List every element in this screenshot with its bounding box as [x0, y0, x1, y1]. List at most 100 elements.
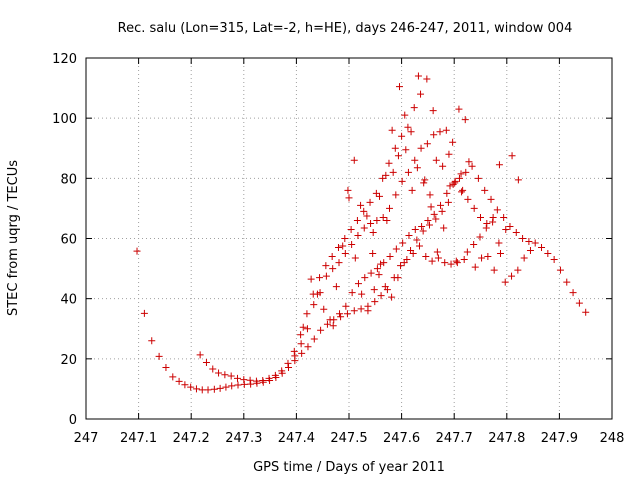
- data-point: [392, 245, 400, 253]
- data-point: [434, 254, 442, 262]
- data-point: [544, 250, 552, 258]
- x-tick-label: 247.6: [383, 431, 420, 446]
- data-point: [444, 198, 452, 206]
- data-point: [429, 107, 437, 115]
- data-point: [489, 218, 497, 226]
- data-point: [477, 213, 484, 221]
- data-point: [464, 195, 472, 203]
- data-points: [133, 72, 590, 394]
- data-point: [430, 210, 438, 218]
- data-point: [411, 156, 419, 164]
- data-point: [445, 150, 453, 158]
- data-point: [320, 305, 328, 313]
- data-point: [303, 325, 311, 333]
- data-point: [442, 126, 450, 134]
- data-point: [452, 257, 460, 265]
- data-point: [389, 168, 397, 176]
- data-point: [402, 146, 410, 154]
- data-point: [451, 177, 459, 185]
- y-tick-label: 40: [60, 293, 77, 308]
- x-tick-label: 247.3: [225, 431, 262, 446]
- data-point: [428, 257, 436, 265]
- data-point: [408, 186, 416, 194]
- data-point: [556, 266, 564, 274]
- data-point: [298, 349, 306, 357]
- data-point: [380, 259, 388, 267]
- data-point: [451, 179, 459, 187]
- data-point: [433, 248, 441, 256]
- data-point: [483, 219, 491, 227]
- data-point: [307, 275, 315, 283]
- data-point: [388, 126, 396, 134]
- data-point: [133, 247, 141, 255]
- data-point: [520, 254, 528, 262]
- data-point: [247, 380, 255, 388]
- data-point: [489, 213, 497, 221]
- plot-frame: [85, 57, 613, 420]
- data-point: [443, 189, 451, 197]
- data-point: [462, 168, 470, 176]
- data-point: [397, 262, 405, 270]
- data-point: [240, 376, 248, 384]
- data-point: [474, 174, 482, 182]
- data-point: [476, 233, 484, 241]
- data-point: [348, 241, 356, 249]
- data-point: [227, 372, 235, 380]
- data-point: [216, 384, 224, 392]
- data-point: [430, 131, 438, 139]
- data-point: [351, 254, 359, 262]
- data-point: [493, 206, 501, 214]
- data-point: [290, 347, 298, 355]
- x-axis-label: GPS time / Days of year 2011: [253, 460, 445, 475]
- data-point: [322, 272, 330, 280]
- data-point: [357, 305, 365, 313]
- data-point: [432, 215, 440, 223]
- data-point: [377, 292, 385, 300]
- data-point: [525, 238, 533, 246]
- data-point: [398, 177, 406, 185]
- data-point: [455, 105, 463, 113]
- data-point: [377, 260, 385, 268]
- data-point: [265, 374, 273, 382]
- data-point: [196, 351, 204, 359]
- data-point: [371, 298, 379, 306]
- data-point: [471, 263, 479, 271]
- data-point: [415, 242, 423, 250]
- data-point: [233, 374, 241, 382]
- data-point: [175, 377, 183, 385]
- data-point: [407, 247, 415, 255]
- data-point: [401, 111, 409, 119]
- data-point: [404, 168, 412, 176]
- data-point: [392, 191, 400, 199]
- data-point: [413, 164, 421, 172]
- data-point: [436, 128, 444, 136]
- data-point: [465, 158, 473, 166]
- data-point: [441, 259, 449, 267]
- data-point: [468, 162, 476, 170]
- data-point: [228, 382, 236, 390]
- data-point: [354, 280, 362, 288]
- data-point: [209, 365, 217, 373]
- data-point: [361, 274, 369, 282]
- data-point: [240, 380, 248, 388]
- data-point: [364, 307, 372, 315]
- data-point: [221, 371, 229, 379]
- data-point: [414, 72, 422, 80]
- data-point: [376, 192, 384, 200]
- data-point: [582, 308, 590, 316]
- data-point: [391, 144, 399, 152]
- data-point: [328, 253, 336, 261]
- data-point: [440, 224, 448, 232]
- data-point: [336, 310, 344, 318]
- data-point: [329, 265, 337, 273]
- data-point: [388, 293, 396, 301]
- data-point: [148, 337, 156, 345]
- x-tick-labels: 247 247.1 247.2 247.3 247.4 247.5 247.6 247.7 24…: [74, 431, 625, 446]
- data-point: [410, 104, 418, 112]
- data-point: [512, 228, 520, 236]
- data-point: [487, 195, 495, 203]
- y-tick-label: 20: [60, 353, 77, 368]
- y-tick-label: 100: [52, 112, 77, 127]
- data-point: [367, 219, 375, 227]
